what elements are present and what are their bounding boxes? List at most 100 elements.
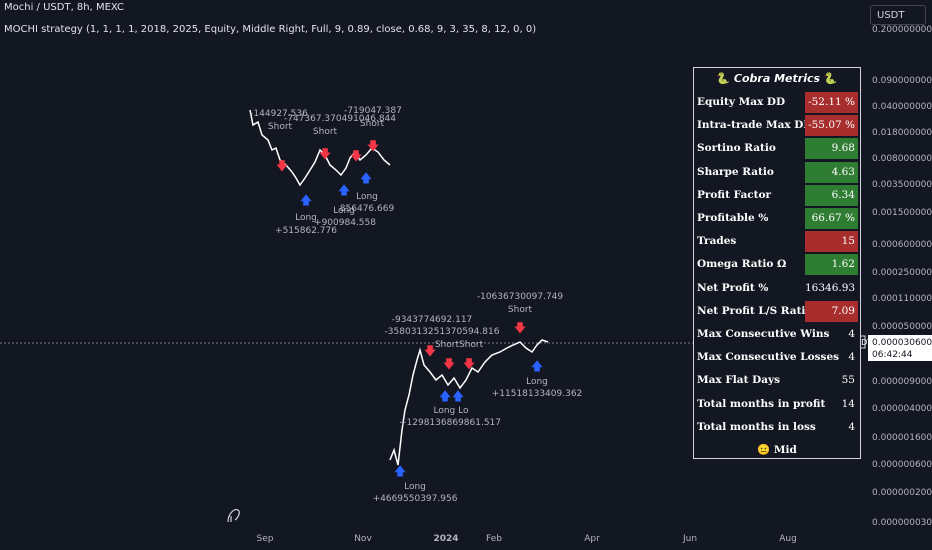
price-label: 0.0000016000 bbox=[872, 433, 932, 443]
table-title: 🐍 𝘾𝙤𝙗𝙧𝙖 𝙈𝙚𝙩𝙧𝙞𝙘𝙨 🐍 bbox=[716, 72, 838, 85]
trade-annotation: -9343774692.117 bbox=[392, 315, 473, 325]
metric-row: Max Flat Days 55 bbox=[694, 369, 860, 392]
price-label: 0.0900000000 bbox=[872, 76, 932, 86]
metric-value: -55.07 % bbox=[805, 115, 858, 137]
trade-annotation: Short bbox=[313, 127, 338, 137]
trade-annotation: -719047.387 bbox=[344, 106, 402, 116]
time-label: Jun bbox=[682, 534, 697, 544]
time-label: Nov bbox=[354, 534, 372, 544]
price-label: 0.0000002000 bbox=[872, 488, 932, 498]
metric-label: Intra-trade Max DD bbox=[697, 119, 813, 132]
short-arrow: 🡇 bbox=[463, 357, 475, 371]
metric-value: 16346.93 % bbox=[805, 281, 856, 315]
trade-annotation: -144927.536 bbox=[250, 109, 308, 119]
metric-value: 15 bbox=[805, 231, 858, 253]
metric-value: 4 bbox=[848, 328, 855, 340]
metric-row: Sortino Ratio 9.68 bbox=[694, 137, 860, 160]
metric-label: Net Profit L/S Ratio bbox=[697, 304, 813, 317]
price-label: 0.2000000000 bbox=[872, 25, 932, 35]
metric-value: 55 bbox=[841, 374, 855, 387]
trade-annotation: Long bbox=[356, 192, 378, 202]
price-line bbox=[249, 109, 391, 187]
trade-annotation: 856476.669 bbox=[340, 204, 395, 214]
current-price-tag bbox=[868, 335, 932, 361]
trade-annotation: Long bbox=[404, 482, 426, 492]
long-arrow: 🡅 bbox=[338, 183, 350, 197]
current-price: 0.0000306000 bbox=[872, 338, 932, 348]
metric-row: Max Consecutive Losses 4 bbox=[694, 346, 860, 369]
price-line bbox=[389, 339, 549, 466]
long-arrow: 🡅 bbox=[439, 389, 451, 403]
trade-annotation: ShortShort bbox=[435, 340, 484, 350]
short-arrow: 🡇 bbox=[276, 159, 288, 173]
price-label: 0.0000000300 bbox=[872, 518, 932, 528]
metric-label: Profit Factor bbox=[697, 188, 772, 201]
price-label: 0.0015000000 bbox=[872, 208, 932, 218]
symbol-title: Mochi / USDT, 8h, MEXC bbox=[4, 2, 125, 13]
metric-row: Total months in profit 14 bbox=[694, 393, 860, 416]
metric-row: Profit Factor 6.34 bbox=[694, 184, 860, 207]
metric-label: Max Flat Days bbox=[697, 374, 781, 387]
short-arrow: 🡇 bbox=[350, 149, 362, 163]
long-arrow: 🡅 bbox=[452, 389, 464, 403]
metric-label: Max Consecutive Wins bbox=[697, 328, 830, 340]
time-label: Apr bbox=[584, 534, 600, 544]
metric-row: Sharpe Ratio 4.63 bbox=[694, 161, 860, 184]
long-arrow: 🡅 bbox=[300, 193, 312, 207]
price-label: 0.0000500000 bbox=[872, 322, 932, 332]
short-arrow: 🡇 bbox=[424, 344, 436, 358]
trade-annotation: Long bbox=[526, 377, 548, 387]
metric-value: 4 bbox=[848, 420, 855, 433]
metric-value: 14 bbox=[841, 397, 855, 410]
metric-row: Max Consecutive Wins 4 bbox=[694, 323, 860, 346]
metric-label: Trades bbox=[697, 235, 737, 248]
trade-annotation: Long Lo bbox=[433, 406, 468, 416]
currency-button[interactable]: USDT bbox=[870, 5, 926, 25]
metric-row: Profitable % 66.67 % bbox=[694, 207, 860, 230]
trade-annotation: Short bbox=[268, 122, 293, 132]
metric-value: -52.11 % bbox=[805, 92, 858, 113]
price-label: 0.0035000000 bbox=[872, 180, 932, 190]
price-label: 0.0006000000 bbox=[872, 240, 932, 250]
metric-label: Omega Ratio Ω bbox=[697, 258, 787, 271]
short-arrow: 🡇 bbox=[367, 139, 379, 153]
metric-value: 7.09 bbox=[805, 300, 858, 322]
price-label: 0.0001100000 bbox=[872, 294, 932, 304]
metric-row: Omega Ratio Ω 1.62 bbox=[694, 253, 860, 276]
time-label: Feb bbox=[486, 534, 502, 544]
short-arrow: 🡇 bbox=[443, 357, 455, 371]
logo bbox=[227, 509, 240, 523]
long-arrow: 🡅 bbox=[394, 464, 406, 478]
metric-label: Equity Max DD bbox=[697, 96, 786, 108]
short-arrow: 🡇 bbox=[319, 147, 331, 161]
price-label: 0.0400000000 bbox=[872, 102, 932, 112]
metrics-table: 🐍 𝘾𝙤𝙗𝙧𝙖 𝙈𝙚𝙩𝙧𝙞𝙘𝙨 🐍 Equity Max DD -52.11 % In… bbox=[693, 67, 861, 459]
long-arrow: 🡅 bbox=[531, 359, 543, 373]
strategy-title: MOCHI strategy (1, 1, 1, 1, 2018, 2025, … bbox=[4, 24, 537, 35]
metric-row: Intra-trade Max DD -55.07 % bbox=[694, 114, 860, 137]
trade-annotation: +1298136869861.517 bbox=[399, 418, 501, 428]
metric-row: Total months in loss 4 bbox=[694, 416, 860, 439]
metric-label: Max Consecutive Losses bbox=[697, 351, 840, 364]
short-arrow: 🡇 bbox=[514, 321, 526, 335]
metric-row: Net Profit L/S Ratio 7.09 bbox=[694, 300, 860, 323]
time-label: 2024 bbox=[433, 534, 458, 544]
metric-value: 66.67 % bbox=[805, 208, 858, 229]
metric-row: Net Profit % 16346.93 % bbox=[694, 277, 860, 315]
trade-annotation: Long bbox=[333, 206, 355, 216]
metric-row: Equity Max DD -52.11 % bbox=[694, 91, 860, 114]
metric-value: 6.34 bbox=[805, 184, 858, 206]
metric-label: Total months in loss bbox=[697, 420, 816, 433]
price-label: 0.0180000000 bbox=[872, 128, 932, 138]
metric-label: Sharpe Ratio bbox=[697, 165, 774, 178]
metric-value: 4.63 bbox=[805, 161, 858, 183]
trade-annotation: Long bbox=[295, 213, 317, 223]
trade-annotation: +900984.558 bbox=[314, 218, 376, 228]
metric-value: 1.62 bbox=[805, 254, 858, 276]
time-label: Aug bbox=[779, 534, 797, 544]
trade-annotation: Short bbox=[508, 305, 533, 315]
metric-row: Trades 15 bbox=[694, 230, 860, 253]
price-label: 0.0002500000 bbox=[872, 268, 932, 278]
trade-annotation: Short bbox=[360, 119, 385, 129]
